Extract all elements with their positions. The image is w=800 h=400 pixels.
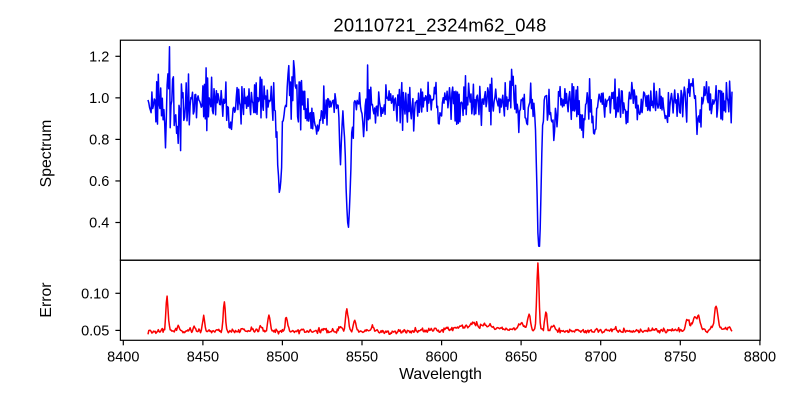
- svg-text:8650: 8650: [505, 349, 537, 365]
- svg-text:0.8: 0.8: [89, 132, 109, 148]
- svg-text:1.0: 1.0: [89, 91, 109, 107]
- svg-text:0.4: 0.4: [89, 216, 109, 232]
- svg-text:0.6: 0.6: [89, 174, 109, 190]
- svg-text:8800: 8800: [744, 349, 776, 365]
- svg-text:8750: 8750: [664, 349, 696, 365]
- svg-text:0.05: 0.05: [81, 323, 109, 339]
- svg-text:8500: 8500: [266, 349, 298, 365]
- svg-text:1.2: 1.2: [89, 49, 109, 65]
- svg-text:8550: 8550: [346, 349, 378, 365]
- svg-text:8450: 8450: [187, 349, 219, 365]
- svg-text:8600: 8600: [425, 349, 457, 365]
- svg-text:0.10: 0.10: [81, 286, 109, 302]
- svg-text:8700: 8700: [585, 349, 617, 365]
- svg-text:Error: Error: [38, 282, 55, 317]
- svg-text:20110721_2324m62_048: 20110721_2324m62_048: [333, 15, 546, 37]
- svg-text:8400: 8400: [107, 349, 139, 365]
- svg-text:Spectrum: Spectrum: [38, 120, 55, 188]
- svg-text:Wavelength: Wavelength: [399, 366, 482, 383]
